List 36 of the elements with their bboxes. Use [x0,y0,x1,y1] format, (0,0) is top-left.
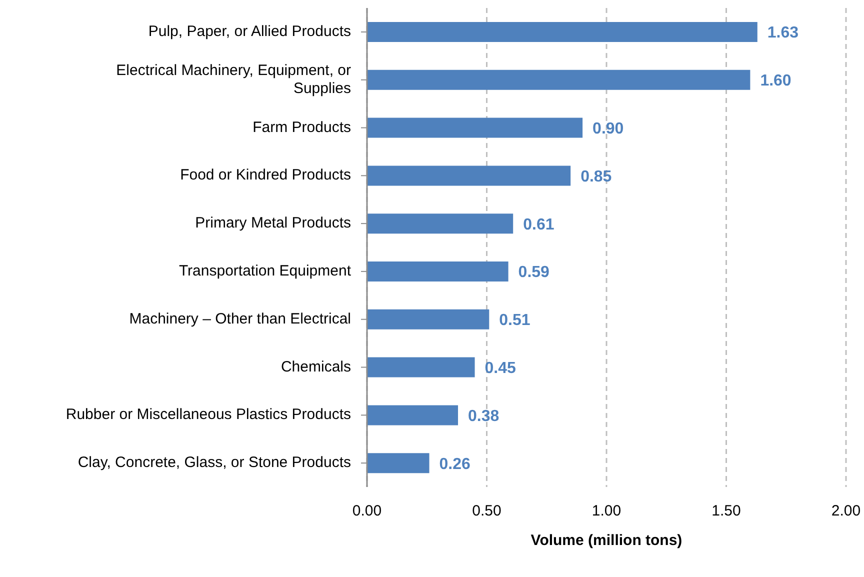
y-tick-label: Chemicals [280,358,351,376]
data-label: 0.59 [518,264,550,282]
bar [367,70,750,90]
data-label: 0.26 [439,456,471,473]
y-tick-label: Machinery – Other than Electrical [129,310,351,328]
y-tick-label: Transportation Equipment [178,262,352,280]
data-label: 0.90 [592,120,624,138]
bar [367,405,458,426]
x-axis-title: Volume (million tons) [530,532,682,549]
data-label: 0.85 [580,168,612,186]
x-tick-label: 0.00 [352,502,382,520]
bar [367,22,758,42]
bar [367,118,583,138]
data-label: 0.45 [484,360,516,377]
y-tick-label: Primary Metal Products [195,214,351,232]
y-tick-label: Farm Products [252,118,351,136]
data-label: 1.60 [760,72,792,90]
bar [367,214,514,234]
bar [367,453,430,474]
data-label: 0.51 [499,312,530,330]
x-tick-label: 0.50 [472,502,502,520]
x-tick-label: 1.00 [592,502,622,520]
x-tick-label: 1.50 [712,502,741,520]
data-label: 1.63 [767,24,799,42]
y-tick-label: Electrical Machinery, Equipment, or Supplies [116,62,351,97]
bar [367,166,571,186]
data-label: 0.38 [468,408,500,425]
y-tick-label: Food or Kindred Products [180,166,351,184]
x-tick-label: 2.00 [831,502,861,520]
bar [367,262,508,282]
bar [367,309,490,330]
y-tick-label: Pulp, Paper, or Allied Products [148,22,351,40]
data-label: 0.61 [523,216,554,234]
y-tick-label: Rubber or Miscellaneous Plastics Products [66,406,351,424]
y-tick-label: Clay, Concrete, Glass, or Stone Products [78,454,351,472]
bar [367,357,475,378]
